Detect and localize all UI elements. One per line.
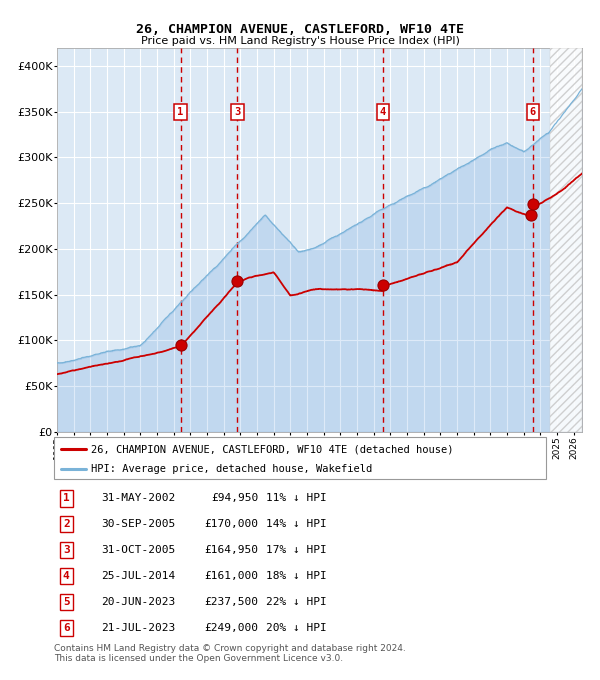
Text: 4: 4 (63, 571, 70, 581)
Text: 20% ↓ HPI: 20% ↓ HPI (266, 623, 326, 632)
Text: 17% ↓ HPI: 17% ↓ HPI (266, 545, 326, 555)
Text: 3: 3 (63, 545, 70, 555)
Text: 6: 6 (530, 107, 536, 117)
Text: 20-JUN-2023: 20-JUN-2023 (101, 597, 175, 607)
Text: This data is licensed under the Open Government Licence v3.0.: This data is licensed under the Open Gov… (54, 654, 343, 663)
Text: £161,000: £161,000 (204, 571, 258, 581)
Text: 26, CHAMPION AVENUE, CASTLEFORD, WF10 4TE: 26, CHAMPION AVENUE, CASTLEFORD, WF10 4T… (136, 22, 464, 36)
Text: £249,000: £249,000 (204, 623, 258, 632)
Text: 31-MAY-2002: 31-MAY-2002 (101, 494, 175, 503)
Text: 31-OCT-2005: 31-OCT-2005 (101, 545, 175, 555)
Text: 5: 5 (63, 597, 70, 607)
Text: 22% ↓ HPI: 22% ↓ HPI (266, 597, 326, 607)
Text: £237,500: £237,500 (204, 597, 258, 607)
Text: 2: 2 (63, 520, 70, 529)
Text: 1: 1 (63, 494, 70, 503)
Text: 18% ↓ HPI: 18% ↓ HPI (266, 571, 326, 581)
Text: 30-SEP-2005: 30-SEP-2005 (101, 520, 175, 529)
Text: £94,950: £94,950 (211, 494, 258, 503)
Text: 1: 1 (178, 107, 184, 117)
Text: 4: 4 (380, 107, 386, 117)
Text: 3: 3 (235, 107, 241, 117)
Text: 21-JUL-2023: 21-JUL-2023 (101, 623, 175, 632)
Text: 6: 6 (63, 623, 70, 632)
Text: 26, CHAMPION AVENUE, CASTLEFORD, WF10 4TE (detached house): 26, CHAMPION AVENUE, CASTLEFORD, WF10 4T… (91, 444, 454, 454)
Text: Contains HM Land Registry data © Crown copyright and database right 2024.: Contains HM Land Registry data © Crown c… (54, 644, 406, 653)
Text: 14% ↓ HPI: 14% ↓ HPI (266, 520, 326, 529)
Text: HPI: Average price, detached house, Wakefield: HPI: Average price, detached house, Wake… (91, 464, 372, 474)
Text: Price paid vs. HM Land Registry's House Price Index (HPI): Price paid vs. HM Land Registry's House … (140, 36, 460, 46)
Text: £164,950: £164,950 (204, 545, 258, 555)
Text: 11% ↓ HPI: 11% ↓ HPI (266, 494, 326, 503)
Text: 25-JUL-2014: 25-JUL-2014 (101, 571, 175, 581)
Text: £170,000: £170,000 (204, 520, 258, 529)
